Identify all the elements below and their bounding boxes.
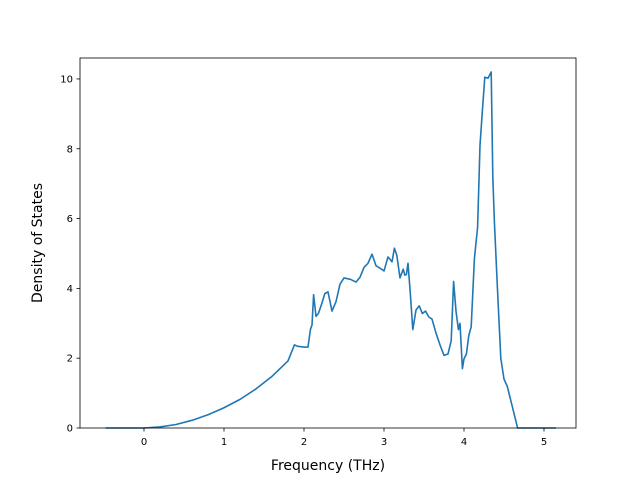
y-tick-label: 8 [67, 144, 73, 155]
y-axis-label: Density of States [30, 183, 46, 303]
x-tick-label: 4 [461, 437, 467, 448]
x-tick-label: 2 [301, 437, 307, 448]
plot-frame [79, 57, 577, 429]
x-axis-label: Frequency (THz) [271, 458, 385, 474]
y-tick-label: 10 [60, 74, 73, 85]
y-tick-label: 4 [67, 284, 73, 295]
x-tick-label: 0 [141, 437, 147, 448]
x-tick-label: 5 [541, 437, 547, 448]
ticks-layer: 0 1 2 3 4 5 0 2 4 6 8 10 [60, 74, 547, 448]
series-layer [105, 71, 556, 429]
plot-area [80, 58, 576, 428]
x-tick-label: 3 [381, 437, 387, 448]
y-tick-label: 6 [67, 214, 73, 225]
y-tick-label: 0 [67, 424, 73, 435]
y-tick-label: 2 [67, 354, 73, 365]
dos-series-line-0 [105, 71, 556, 429]
x-tick-label: 1 [221, 437, 227, 448]
